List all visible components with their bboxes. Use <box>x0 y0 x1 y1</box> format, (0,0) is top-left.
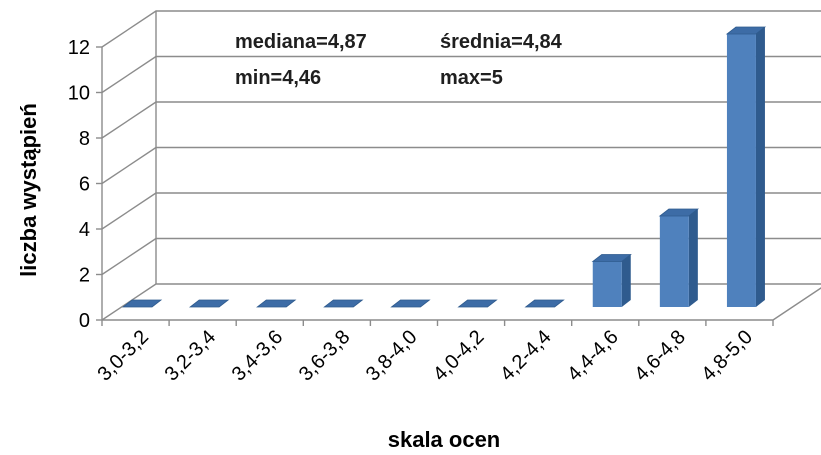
bar <box>658 208 700 307</box>
bar <box>188 299 230 308</box>
x-tick-label: 3,2-3,4 <box>161 326 221 386</box>
bars <box>121 26 767 308</box>
bar-top <box>658 208 700 217</box>
y-axis-title: liczba wystąpień <box>16 103 41 277</box>
x-tick-label: 3,0-3,2 <box>94 326 154 386</box>
x-tick-label: 4,0-4,2 <box>429 326 489 386</box>
annotation-median: mediana=4,87 <box>235 31 367 53</box>
gridline <box>101 192 821 230</box>
x-tick-label: 4,4-4,6 <box>563 326 623 386</box>
x-tick-label: 4,6-4,8 <box>630 326 690 386</box>
bar-top <box>256 299 297 308</box>
bar <box>457 299 498 308</box>
y-tick-label: 0 <box>79 310 90 332</box>
bar-front <box>659 216 689 307</box>
gridline <box>101 237 821 276</box>
gridlines <box>96 10 821 321</box>
bar <box>256 299 297 308</box>
bar-top <box>188 299 230 308</box>
x-tick-label: 3,6-3,8 <box>295 326 355 386</box>
annotation-max: max=5 <box>440 67 503 89</box>
y-tick-label: 12 <box>68 37 90 59</box>
bar <box>390 299 431 308</box>
x-tick-label: 4,8-5,0 <box>697 326 757 386</box>
x-axis-title: skala ocen <box>388 427 501 452</box>
x-tick-label: 3,8-4,0 <box>362 326 422 386</box>
x-tick-label: 3,4-3,6 <box>228 326 288 386</box>
bar-front <box>592 261 622 307</box>
bar <box>323 299 364 308</box>
y-tick-label: 2 <box>79 265 90 287</box>
bar-front <box>726 34 756 307</box>
x-tick-label: 4,2-4,4 <box>496 326 556 386</box>
bar-side <box>621 254 631 307</box>
bar-top <box>725 26 767 35</box>
bar <box>591 254 632 307</box>
annotation-mean: średnia=4,84 <box>440 31 563 53</box>
y-tick-label: 4 <box>79 219 90 241</box>
bar-top <box>390 299 431 308</box>
gridline <box>101 101 821 139</box>
y-tick-label: 8 <box>79 128 90 150</box>
bar-top <box>457 299 498 308</box>
bar <box>524 299 565 308</box>
y-tick-label: 6 <box>79 174 90 196</box>
bar-side <box>688 209 698 307</box>
bar-top <box>524 299 565 308</box>
bar-top <box>323 299 364 308</box>
bar-top <box>591 254 632 262</box>
annotation-min: min=4,46 <box>235 67 321 89</box>
bar <box>121 299 163 308</box>
gridline <box>101 146 821 185</box>
bar-side <box>755 27 765 307</box>
bar-top <box>121 299 163 308</box>
bar <box>725 26 767 307</box>
y-tick-label: 10 <box>68 83 90 105</box>
